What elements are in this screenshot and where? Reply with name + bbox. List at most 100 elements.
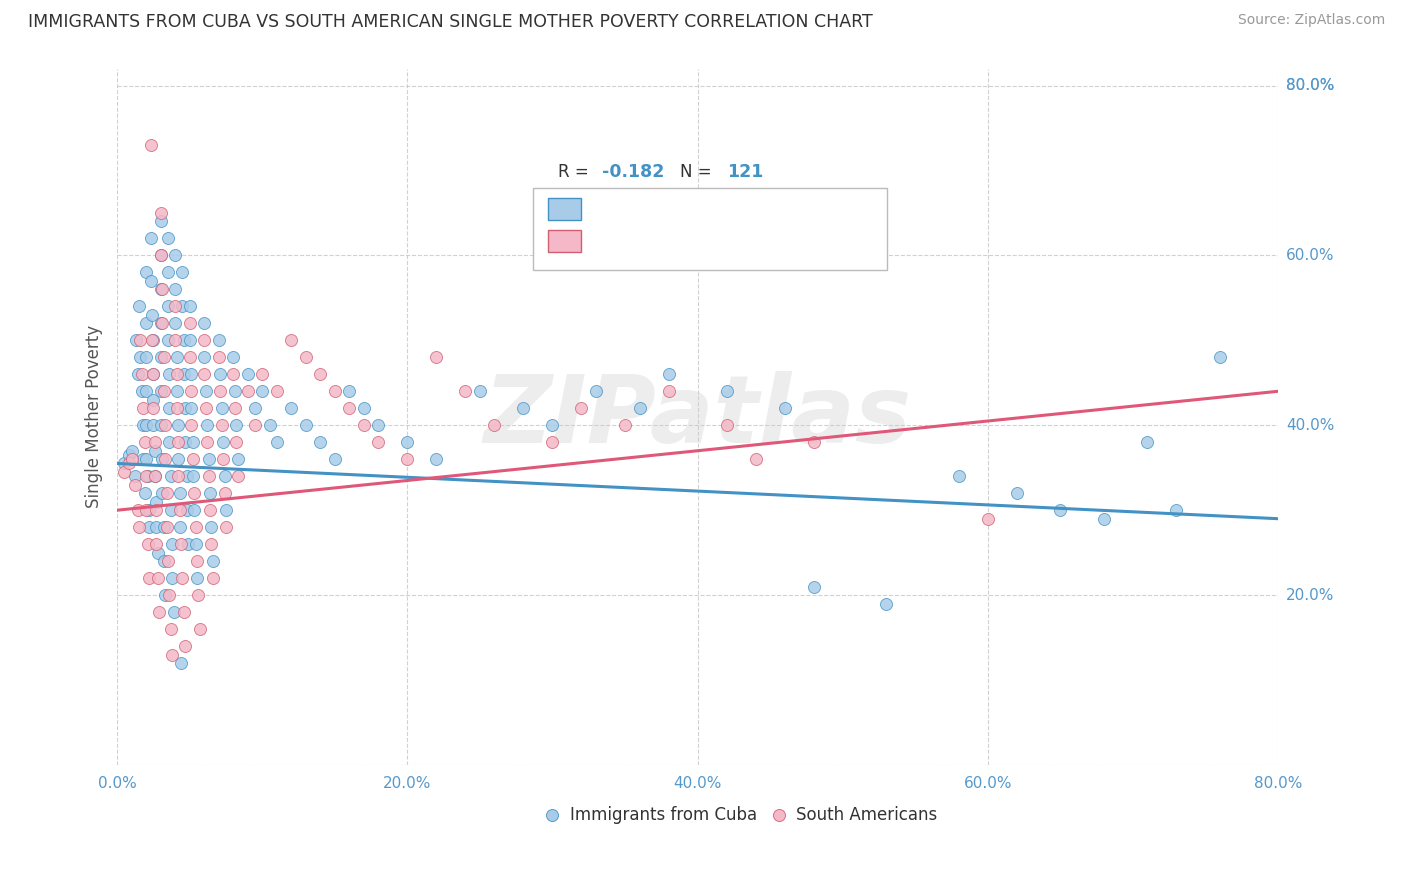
Point bbox=[135, 503, 157, 517]
Point bbox=[145, 503, 167, 517]
Point bbox=[177, 537, 200, 551]
Point bbox=[266, 435, 288, 450]
Point bbox=[186, 571, 208, 585]
Point bbox=[145, 537, 167, 551]
Point bbox=[131, 384, 153, 399]
Point bbox=[143, 443, 166, 458]
Point bbox=[744, 452, 766, 467]
Point bbox=[468, 384, 491, 399]
Point bbox=[186, 554, 208, 568]
Point bbox=[149, 384, 172, 399]
Point bbox=[396, 452, 419, 467]
Point bbox=[201, 571, 224, 585]
Point bbox=[174, 639, 197, 653]
Point bbox=[1005, 486, 1028, 500]
Point bbox=[236, 384, 259, 399]
Point bbox=[138, 520, 160, 534]
Point bbox=[396, 435, 419, 450]
Point bbox=[145, 494, 167, 508]
Point bbox=[181, 452, 204, 467]
Text: 0.213: 0.213 bbox=[602, 195, 664, 213]
Point bbox=[149, 351, 172, 365]
Point bbox=[128, 520, 150, 534]
Point bbox=[309, 435, 332, 450]
Point bbox=[139, 274, 162, 288]
Point bbox=[170, 656, 193, 670]
Point bbox=[977, 512, 1000, 526]
Point bbox=[225, 435, 247, 450]
Point bbox=[266, 384, 288, 399]
Point bbox=[143, 469, 166, 483]
Point bbox=[181, 469, 204, 483]
Point bbox=[425, 452, 447, 467]
Point bbox=[153, 452, 176, 467]
Point bbox=[114, 465, 136, 479]
Point bbox=[211, 401, 233, 416]
Point bbox=[132, 418, 155, 433]
Point bbox=[155, 486, 177, 500]
Point bbox=[208, 334, 231, 348]
Point bbox=[153, 588, 176, 602]
Point bbox=[157, 368, 180, 382]
Point bbox=[179, 334, 201, 348]
Point bbox=[156, 299, 179, 313]
Point bbox=[166, 351, 188, 365]
Point bbox=[200, 520, 222, 534]
Point bbox=[149, 248, 172, 262]
Text: 40.0%: 40.0% bbox=[1286, 417, 1334, 433]
Point bbox=[121, 443, 143, 458]
Point bbox=[156, 231, 179, 245]
Point bbox=[132, 452, 155, 467]
Point bbox=[224, 384, 246, 399]
Point bbox=[134, 486, 156, 500]
Point bbox=[323, 384, 346, 399]
Text: N =: N = bbox=[681, 162, 717, 180]
Point bbox=[142, 401, 165, 416]
Text: 60.0%: 60.0% bbox=[963, 776, 1012, 791]
Point bbox=[541, 435, 564, 450]
Point bbox=[152, 520, 174, 534]
Point bbox=[125, 334, 148, 348]
Point bbox=[280, 334, 302, 348]
Point bbox=[156, 334, 179, 348]
Point bbox=[212, 435, 235, 450]
Point bbox=[165, 334, 187, 348]
Point bbox=[295, 418, 318, 433]
Point bbox=[353, 418, 375, 433]
Text: 20.0%: 20.0% bbox=[1286, 588, 1334, 603]
Point bbox=[353, 401, 375, 416]
Text: ZIPatlas: ZIPatlas bbox=[484, 371, 911, 463]
Point bbox=[454, 384, 477, 399]
Point bbox=[142, 368, 165, 382]
Text: -0.182: -0.182 bbox=[602, 162, 665, 180]
Point bbox=[146, 546, 169, 560]
Text: 80.0%: 80.0% bbox=[1286, 78, 1334, 93]
Point bbox=[214, 469, 236, 483]
Point bbox=[222, 368, 245, 382]
Point bbox=[149, 282, 172, 296]
Point bbox=[135, 384, 157, 399]
Point bbox=[214, 486, 236, 500]
Point bbox=[145, 520, 167, 534]
Point bbox=[222, 351, 245, 365]
Point bbox=[138, 503, 160, 517]
Point bbox=[208, 351, 231, 365]
Point bbox=[1209, 351, 1232, 365]
Point bbox=[226, 452, 249, 467]
Point bbox=[252, 384, 274, 399]
Point bbox=[139, 138, 162, 153]
Point bbox=[155, 520, 177, 534]
Point bbox=[259, 418, 281, 433]
Point bbox=[135, 452, 157, 467]
Point bbox=[176, 503, 198, 517]
Point bbox=[367, 435, 389, 450]
Point bbox=[773, 401, 796, 416]
Point bbox=[135, 469, 157, 483]
Point bbox=[169, 520, 191, 534]
Point bbox=[136, 469, 159, 483]
Point bbox=[165, 316, 187, 330]
Text: 80.0%: 80.0% bbox=[1254, 776, 1302, 791]
Point bbox=[114, 457, 136, 471]
Point bbox=[166, 368, 188, 382]
Text: N =: N = bbox=[681, 195, 717, 213]
